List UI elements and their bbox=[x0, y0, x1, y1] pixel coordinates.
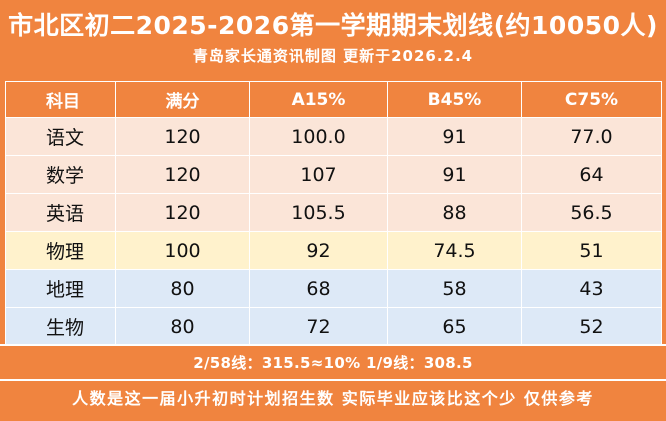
subject-cell: 地理 bbox=[5, 269, 116, 308]
c75-cell: 64 bbox=[521, 155, 662, 194]
subject-cell: 物理 bbox=[5, 231, 116, 270]
divider bbox=[0, 344, 666, 346]
b45-cell: 88 bbox=[387, 193, 522, 232]
full-score-cell: 120 bbox=[115, 117, 250, 156]
a15-cell: 92 bbox=[249, 231, 388, 270]
table-row: 生物 80 72 65 52 bbox=[5, 307, 662, 346]
b45-cell: 91 bbox=[387, 117, 522, 156]
column-header-full-score: 满分 bbox=[115, 81, 250, 118]
c75-cell: 52 bbox=[521, 307, 662, 346]
table-row: 语文 120 100.0 91 77.0 bbox=[5, 117, 662, 156]
subject-cell: 英语 bbox=[5, 193, 116, 232]
c75-cell: 56.5 bbox=[521, 193, 662, 232]
disclaimer-note: 人数是这一届小升初时计划招生数 实际毕业应该比这个少 仅供参考 bbox=[72, 389, 594, 408]
c75-cell: 51 bbox=[521, 231, 662, 270]
a15-cell: 72 bbox=[249, 307, 388, 346]
column-header-c75: C75% bbox=[521, 81, 662, 118]
full-score-cell: 80 bbox=[115, 307, 250, 346]
subject-cell: 生物 bbox=[5, 307, 116, 346]
a15-cell: 107 bbox=[249, 155, 388, 194]
score-table: 科目 满分 A15% B45% C75% 语文 120 100.0 91 77.… bbox=[5, 81, 662, 346]
c75-cell: 43 bbox=[521, 269, 662, 308]
a15-cell: 100.0 bbox=[249, 117, 388, 156]
b45-cell: 58 bbox=[387, 269, 522, 308]
table-row: 英语 120 105.5 88 56.5 bbox=[5, 193, 662, 232]
full-score-cell: 120 bbox=[115, 155, 250, 194]
b45-cell: 91 bbox=[387, 155, 522, 194]
full-score-cell: 100 bbox=[115, 231, 250, 270]
a15-cell: 105.5 bbox=[249, 193, 388, 232]
page-title: 市北区初二2025-2026第一学期期末划线(约10050人) bbox=[8, 11, 658, 40]
column-header-subject: 科目 bbox=[5, 81, 116, 118]
c75-cell: 77.0 bbox=[521, 117, 662, 156]
table-row: 数学 120 107 91 64 bbox=[5, 155, 662, 194]
column-header-b45: B45% bbox=[387, 81, 522, 118]
table-header-row: 科目 满分 A15% B45% C75% bbox=[5, 81, 662, 118]
table-row: 物理 100 92 74.5 51 bbox=[5, 231, 662, 270]
subject-cell: 语文 bbox=[5, 117, 116, 156]
divider bbox=[0, 379, 666, 381]
a15-cell: 68 bbox=[249, 269, 388, 308]
table-row: 地理 80 68 58 43 bbox=[5, 269, 662, 308]
subject-cell: 数学 bbox=[5, 155, 116, 194]
b45-cell: 74.5 bbox=[387, 231, 522, 270]
cutoff-line-note: 2/58线：315.5≈10% 1/9线：308.5 bbox=[193, 354, 473, 372]
page-subtitle: 青岛家长通资讯制图 更新于2026.2.4 bbox=[192, 47, 474, 65]
full-score-cell: 80 bbox=[115, 269, 250, 308]
full-score-cell: 120 bbox=[115, 193, 250, 232]
column-header-a15: A15% bbox=[249, 81, 388, 118]
b45-cell: 65 bbox=[387, 307, 522, 346]
